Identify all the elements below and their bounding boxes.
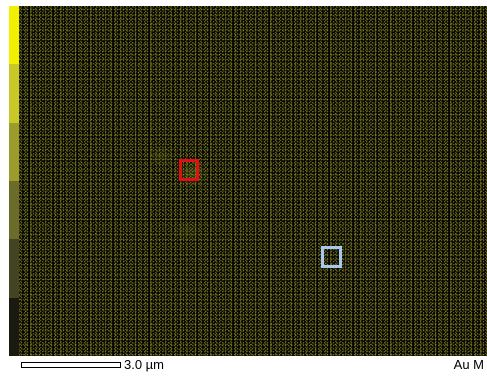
intensity-colorbar (9, 6, 19, 356)
element-label: Au M (453, 357, 484, 372)
roi-box-blue (321, 246, 342, 268)
colorbar-segment (9, 180, 19, 240)
scale-bar (21, 362, 121, 368)
colorbar-segment (9, 239, 19, 298)
colorbar-segment (9, 6, 19, 65)
elemental-map-image (9, 6, 487, 356)
scale-bar-label: 3.0 µm (124, 357, 165, 372)
colorbar-segment (9, 122, 19, 181)
colorbar-segment (9, 297, 19, 356)
colorbar-segment (9, 64, 19, 123)
roi-box-red (179, 159, 199, 181)
